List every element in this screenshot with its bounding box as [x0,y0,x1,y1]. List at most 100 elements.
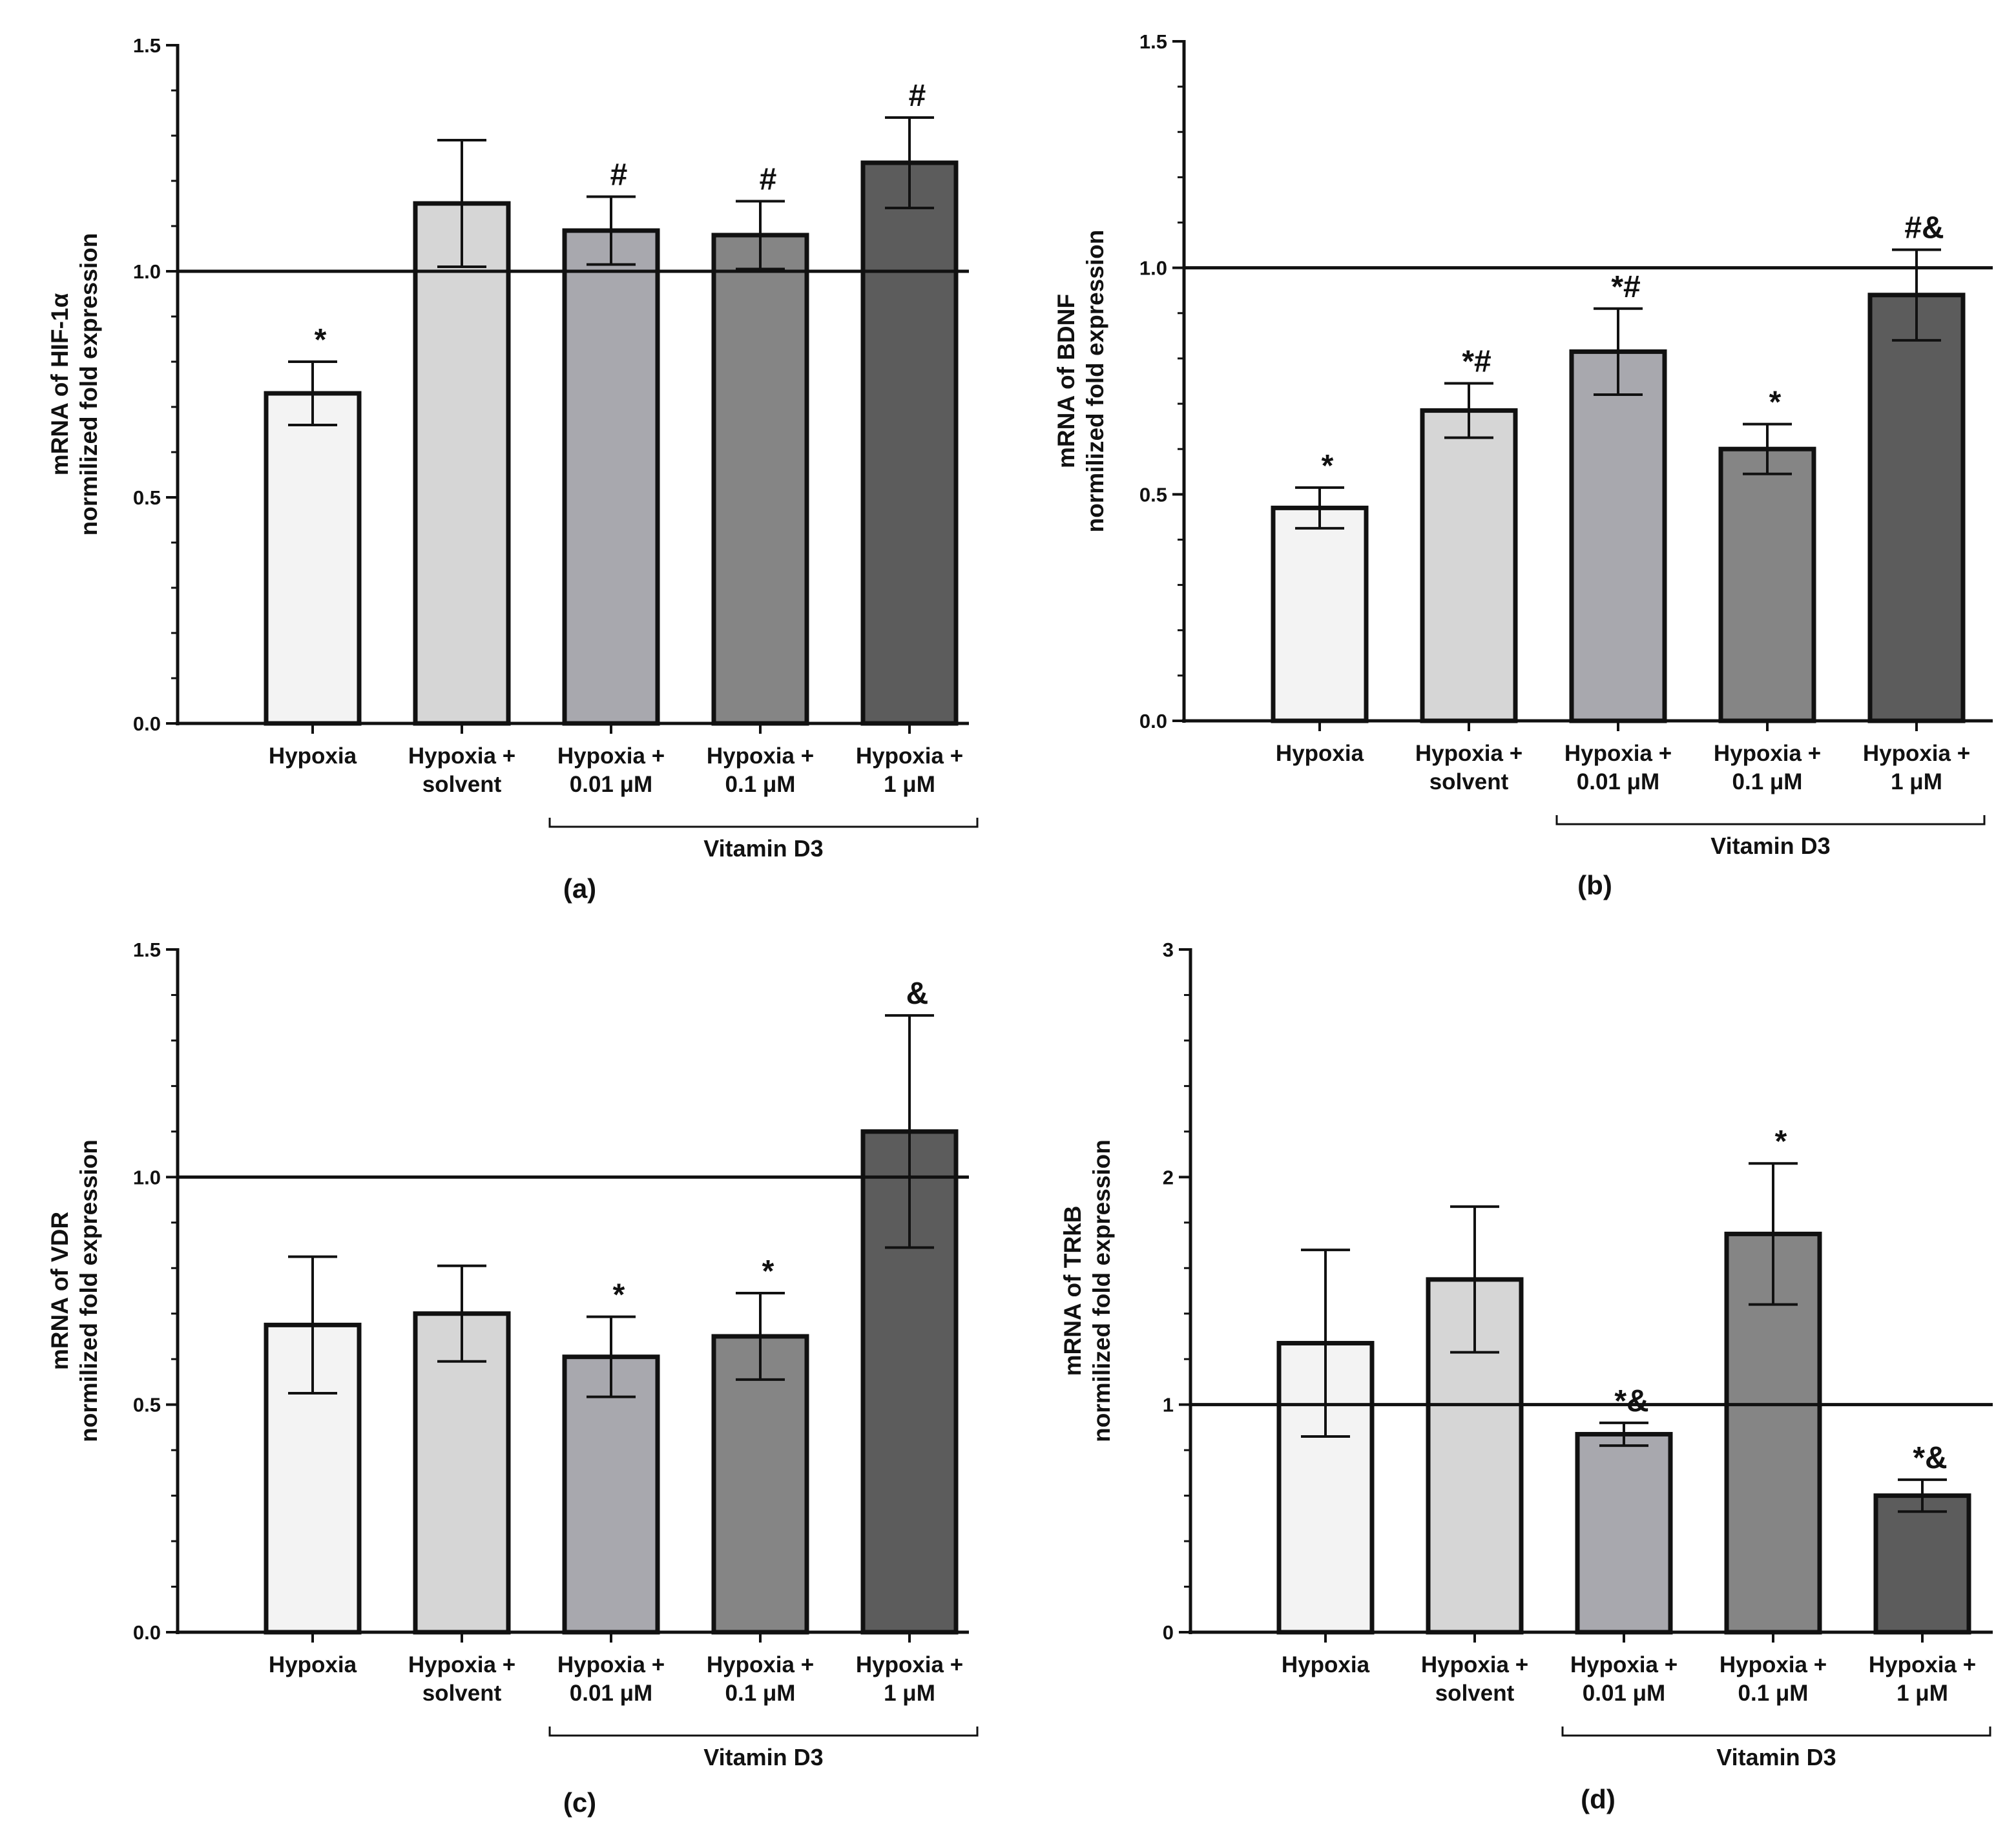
x-tick-label: 0.1 μM [1732,769,1803,794]
x-tick-label: Hypoxia + [856,743,963,769]
x-tick-label: Hypoxia + [557,743,665,769]
panel-label: (c) [563,1787,596,1818]
x-tick-label: Hypoxia + [1714,741,1821,766]
bar [711,1334,809,1635]
x-tick-label: Hypoxia [269,1652,357,1677]
y-axis-subtitle: normilized fold expression [76,233,102,536]
x-tick-label: 0.1 μM [1738,1681,1809,1706]
x-tick-label: Hypoxia + [707,1652,814,1677]
x-tick-label: Hypoxia [1282,1652,1370,1677]
x-tick-label: Hypoxia + [1564,741,1672,766]
group-label: Vitamin D3 [1716,1744,1836,1770]
significance-marker: * [762,1254,774,1289]
x-tick-label: Hypoxia + [1863,741,1970,766]
significance-marker: *# [1462,345,1491,379]
y-tick-label: 1.5 [133,34,161,57]
x-tick-label: 1 μM [1891,769,1942,794]
group-bracket [548,1727,979,1737]
x-tick-label: 0.01 μM [570,1681,652,1706]
x-tick-label: Hypoxia + [557,1652,665,1677]
y-axis-subtitle: normilized fold expression [76,1139,102,1442]
y-tick-label: 0 [1163,1621,1174,1644]
significance-marker: *& [1614,1384,1648,1418]
significance-marker: # [909,79,926,113]
bar [1718,446,1816,723]
x-tick-label: Hypoxia + [408,743,515,769]
group-bracket [1561,1727,1991,1737]
group-label: Vitamin D3 [1710,833,1830,859]
bar [711,233,809,726]
y-tick-label: 0.0 [133,712,161,735]
y-tick-label: 0.5 [1139,483,1167,506]
x-tick-label: solvent [1429,769,1509,794]
bar [1575,1431,1673,1635]
bar [1867,293,1966,723]
y-tick-label: 0.5 [133,1394,161,1416]
chart-panel-d: Hypoxia Hypoxia + solvent *& Hypoxia + 0.01 μ… [1059,939,1993,1814]
y-axis-title: mRNA of HIF-1α [47,293,73,476]
x-tick-label: 1 μM [1896,1681,1948,1706]
group-label: Vitamin D3 [703,835,823,862]
group-label: Vitamin D3 [703,1744,823,1770]
x-tick-label: Hypoxia + [1415,741,1522,766]
significance-marker: * [613,1278,625,1312]
x-tick-label: solvent [422,772,502,797]
bar [562,1354,660,1635]
significance-marker: # [760,163,777,197]
bar [264,391,362,726]
x-tick-label: 0.01 μM [1577,769,1659,794]
x-tick-label: solvent [1435,1681,1515,1706]
significance-marker: *# [1611,270,1640,304]
significance-marker: * [1769,386,1782,420]
bar [413,201,511,726]
y-tick-label: 0.0 [1139,710,1167,732]
bar [1873,1493,1971,1635]
y-tick-label: 1.0 [133,1166,161,1188]
chart-panel-c: Hypoxia Hypoxia +solvent*Hypoxia +0.01 μM… [47,939,979,1818]
significance-marker: * [1775,1125,1787,1159]
x-tick-label: Hypoxia + [707,743,814,769]
significance-marker: *& [1913,1441,1947,1475]
x-tick-label: 0.01 μM [1583,1681,1665,1706]
y-tick-label: 1.5 [133,939,161,961]
y-axis-title: mRNA of TRkB [1059,1206,1086,1376]
x-tick-label: Hypoxia [1276,741,1364,766]
x-tick-label: 1 μM [884,1681,935,1706]
y-axis-title: mRNA of BDNF [1053,294,1079,468]
bar [1420,408,1518,723]
x-tick-label: 0.1 μM [725,772,796,797]
y-axis-subtitle: normilized fold expression [1082,230,1108,533]
bar [1569,349,1667,723]
y-tick-label: 0.5 [133,486,161,509]
x-tick-label: 0.01 μM [570,772,652,797]
x-tick-label: Hypoxia + [856,1652,963,1677]
bar [1271,505,1369,723]
chart-panel-b: * Hypoxia *# Hypoxia + solvent *# Hypoxia + 0.0… [1053,30,1993,900]
y-tick-label: 1.0 [133,260,161,283]
group-bracket [1555,815,1986,825]
x-tick-label: 1 μM [884,772,935,797]
x-tick-label: Hypoxia + [1720,1652,1827,1677]
significance-marker: * [315,323,327,357]
x-tick-label: Hypoxia + [1869,1652,1976,1677]
y-tick-label: 0.0 [133,1621,161,1644]
panel-label: (b) [1577,870,1612,900]
x-tick-label: Hypoxia [269,743,357,769]
significance-marker: #& [1904,211,1944,245]
x-tick-label: solvent [422,1681,502,1706]
bar [860,160,959,726]
significance-marker: * [1322,449,1334,483]
y-axis-title: mRNA of VDR [47,1212,73,1370]
panel-label: (a) [563,873,596,904]
x-tick-label: Hypoxia + [408,1652,515,1677]
chart-panel-a: *Hypoxia Hypoxia +solvent#Hypoxia +0.01 μ… [47,34,979,904]
bar [562,228,660,726]
y-tick-label: 1.0 [1139,257,1167,280]
x-tick-label: 0.1 μM [725,1681,796,1706]
y-tick-label: 3 [1163,939,1174,961]
x-tick-label: Hypoxia + [1421,1652,1528,1677]
bar [413,1311,511,1635]
y-tick-label: 2 [1163,1166,1174,1188]
x-tick-label: Hypoxia + [1570,1652,1678,1677]
